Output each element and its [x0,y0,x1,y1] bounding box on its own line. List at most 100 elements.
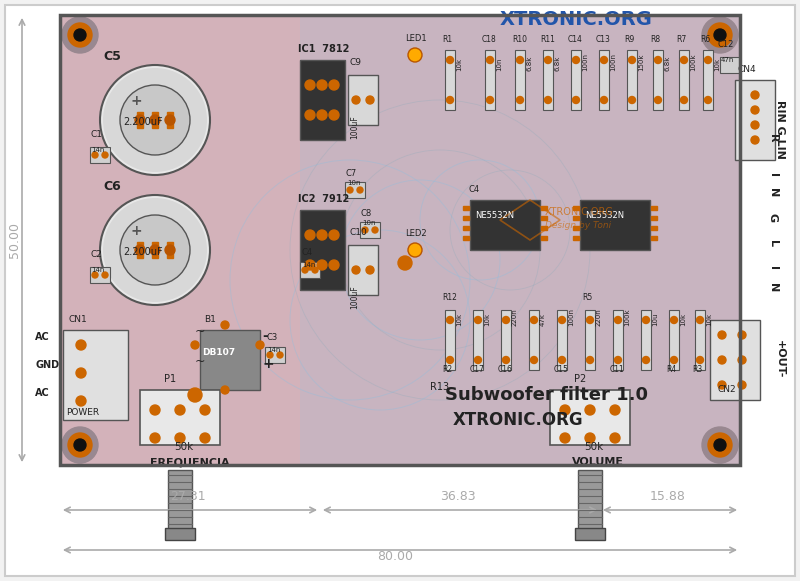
Circle shape [751,91,759,99]
Circle shape [408,48,422,62]
Text: 10k: 10k [706,313,712,326]
Bar [720,57,740,73]
Text: 80.00: 80.00 [377,550,413,563]
Circle shape [708,433,732,457]
Circle shape [560,433,570,443]
Text: 150k: 150k [638,53,644,71]
Circle shape [670,357,678,364]
Circle shape [629,56,635,63]
Circle shape [92,272,98,278]
Bar [550,390,630,445]
Bar [360,222,380,238]
Circle shape [366,96,374,104]
Text: -: - [262,329,268,343]
Circle shape [76,396,86,406]
Circle shape [751,106,759,114]
Bar [541,206,547,210]
Circle shape [702,427,738,463]
Bar [463,236,469,240]
Circle shape [629,96,635,103]
Bar [300,60,345,140]
Circle shape [256,341,264,349]
Text: 10u: 10u [652,313,658,326]
Circle shape [474,357,482,364]
Circle shape [329,110,339,120]
Text: C14: C14 [568,35,583,44]
Circle shape [751,136,759,144]
Circle shape [573,56,579,63]
Circle shape [718,331,726,339]
Circle shape [751,121,759,129]
Text: C17: C17 [470,365,485,374]
Circle shape [654,96,662,103]
Circle shape [103,198,207,302]
Bar [710,320,760,400]
Text: C2: C2 [90,250,102,259]
Text: 220n: 220n [512,309,518,326]
Text: 2.200uF: 2.200uF [123,247,162,257]
Circle shape [175,433,185,443]
Bar [463,226,469,230]
Circle shape [267,352,273,358]
Bar [60,15,740,465]
Bar [140,390,220,445]
Circle shape [642,317,650,324]
Text: ~: ~ [195,355,206,368]
Text: 10k: 10k [714,58,720,71]
Text: 220n: 220n [596,309,602,326]
Text: R7: R7 [676,35,686,44]
Text: C13: C13 [596,35,611,44]
Circle shape [610,433,620,443]
Circle shape [191,341,199,349]
Circle shape [586,357,594,364]
Circle shape [530,357,538,364]
Circle shape [530,317,538,324]
Bar [541,216,547,220]
Text: FREQUENCIA: FREQUENCIA [150,457,230,467]
Bar [60,15,300,465]
Bar [653,50,663,110]
Circle shape [585,405,595,415]
Circle shape [62,427,98,463]
Bar [703,50,713,110]
Text: ~: ~ [195,325,206,338]
Bar [573,236,579,240]
Bar [348,75,378,125]
Bar [137,112,143,128]
Text: R12: R12 [442,293,457,302]
Text: R8: R8 [650,35,660,44]
Bar [348,245,378,295]
Bar [300,210,345,290]
Circle shape [317,260,327,270]
Circle shape [76,368,86,378]
Bar [137,242,143,258]
Text: NE5532N: NE5532N [585,211,624,220]
Circle shape [610,405,620,415]
Text: L: L [768,240,778,247]
Bar [641,310,651,370]
Bar [90,267,110,283]
Text: N: N [768,188,778,197]
Circle shape [352,96,360,104]
Circle shape [681,96,687,103]
Bar [585,310,595,370]
Circle shape [68,23,92,47]
Circle shape [150,115,160,125]
Circle shape [446,357,454,364]
Bar [651,236,657,240]
Circle shape [62,17,98,53]
Bar [445,310,455,370]
Bar [167,242,173,258]
Bar [165,528,195,540]
Circle shape [601,56,607,63]
Bar [541,226,547,230]
Text: C4: C4 [301,248,312,257]
Circle shape [558,357,566,364]
Circle shape [573,96,579,103]
Circle shape [102,152,108,158]
Bar [463,206,469,210]
Circle shape [474,317,482,324]
Bar [529,310,539,370]
Text: R1: R1 [442,35,452,44]
Circle shape [738,331,746,339]
